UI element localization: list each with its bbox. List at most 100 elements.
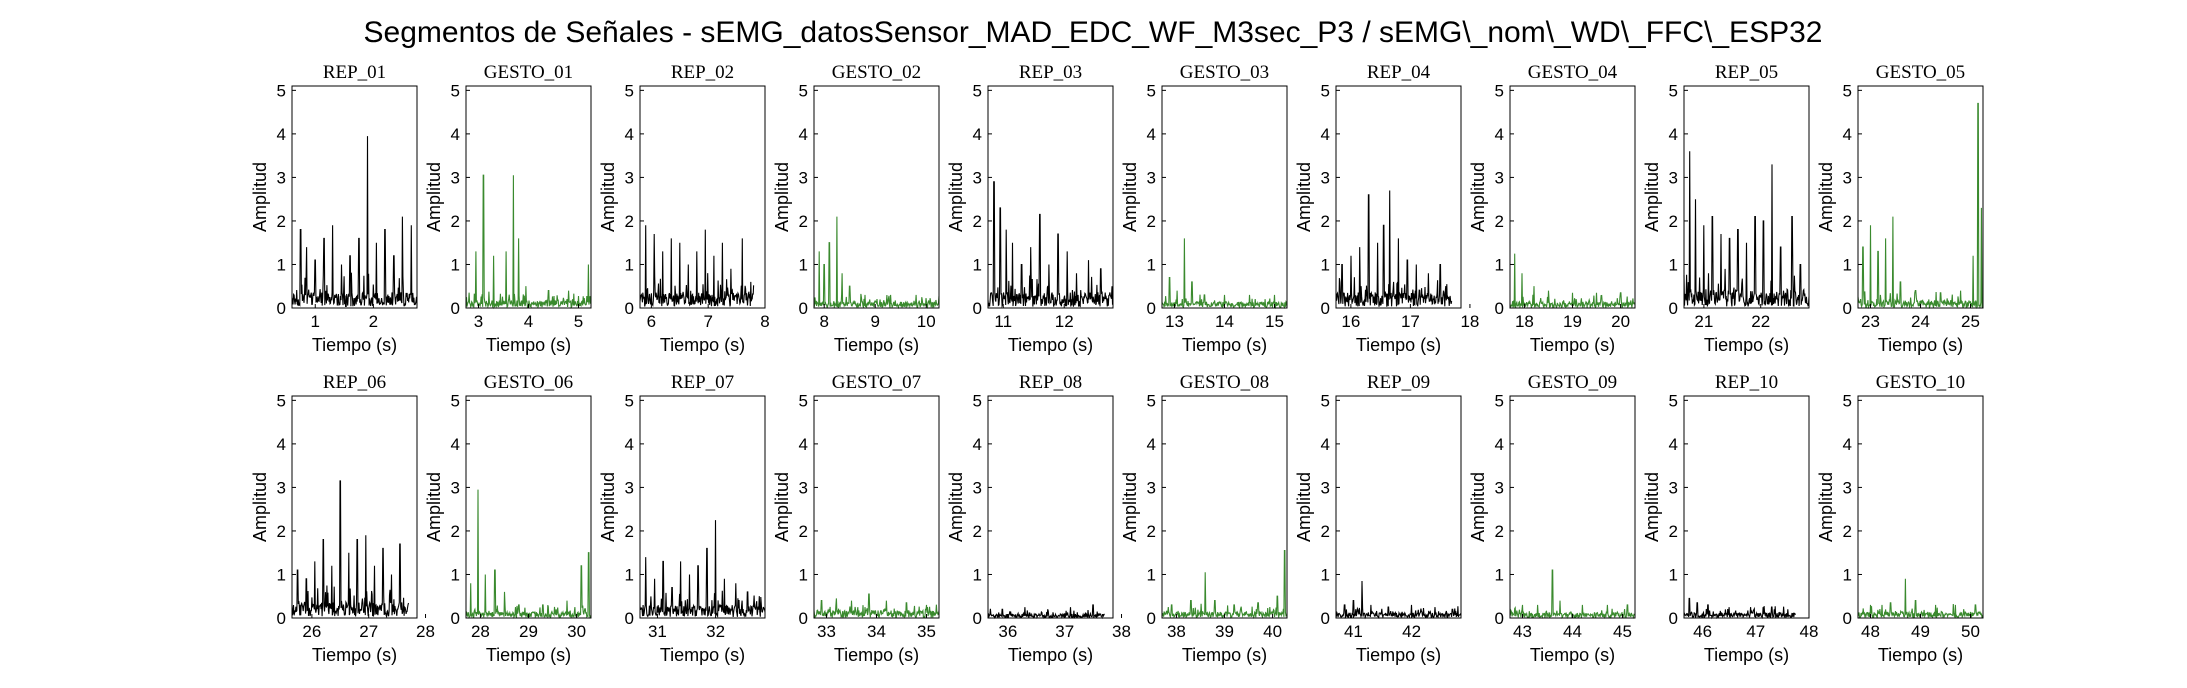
y-tick-label: 4 <box>277 435 286 454</box>
x-axis-label: Tiempo (s) <box>1182 645 1267 665</box>
x-tick-label: 4 <box>524 312 533 331</box>
x-tick-label: 40 <box>1263 622 1282 641</box>
axes-box <box>987 85 1114 309</box>
x-tick-label: 47 <box>1746 622 1765 641</box>
signal-line <box>1509 253 1636 310</box>
y-tick-label: 4 <box>625 125 634 144</box>
y-tick-label: 1 <box>451 255 460 274</box>
y-tick-label: 5 <box>1495 391 1504 410</box>
y-tick-label: 2 <box>1147 522 1156 541</box>
x-tick-label: 14 <box>1215 312 1234 331</box>
y-axis-label: Amplitud <box>1120 472 1140 542</box>
x-tick-label: 28 <box>416 622 435 641</box>
y-tick-label: 4 <box>1321 125 1330 144</box>
panel-rep-09: REP_09 0 1 2 3 4 5 41 42 Tiempo (s) Amplitud <box>1294 372 1462 665</box>
axes-box <box>291 395 418 619</box>
y-tick-label: 0 <box>799 299 808 318</box>
x-axis-label: Tiempo (s) <box>834 645 919 665</box>
y-tick-label: 5 <box>451 81 460 100</box>
x-tick-label: 17 <box>1401 312 1420 331</box>
y-tick-label: 3 <box>1321 478 1330 497</box>
y-tick-label: 5 <box>1321 391 1330 410</box>
panel-rep-06: REP_06 0 1 2 3 4 5 26 27 28 Tiempo (s) Amplitud <box>250 372 435 665</box>
y-axis-label: Amplitud <box>1468 162 1488 232</box>
panel-title: REP_09 <box>1367 372 1430 393</box>
y-tick-label: 3 <box>277 478 286 497</box>
x-tick-label: 10 <box>917 312 936 331</box>
axes-box <box>813 85 940 309</box>
y-tick-label: 1 <box>1147 565 1156 584</box>
panel-title: GESTO_05 <box>1876 62 1965 83</box>
y-tick-label: 3 <box>1495 168 1504 187</box>
x-tick-label: 23 <box>1861 312 1880 331</box>
y-tick-label: 5 <box>277 391 286 410</box>
x-tick-label: 44 <box>1563 622 1582 641</box>
y-tick-label: 1 <box>1843 255 1852 274</box>
x-tick-label: 9 <box>870 312 879 331</box>
x-axis-label: Tiempo (s) <box>1878 645 1963 665</box>
x-tick-label: 5 <box>574 312 583 331</box>
axes-box <box>1683 85 1810 309</box>
y-axis-label: Amplitud <box>424 472 444 542</box>
y-tick-label: 1 <box>1321 255 1330 274</box>
y-tick-label: 3 <box>1147 168 1156 187</box>
y-axis-label: Amplitud <box>1120 162 1140 232</box>
panel-title: REP_02 <box>671 62 734 83</box>
panel-title: REP_10 <box>1715 372 1778 393</box>
y-tick-label: 0 <box>1147 299 1156 318</box>
x-tick-label: 28 <box>471 622 490 641</box>
x-axis-label: Tiempo (s) <box>1878 335 1963 355</box>
y-tick-label: 2 <box>1147 212 1156 231</box>
figure-suptitle: Segmentos de Señales - sEMG_datosSensor_… <box>364 16 1823 49</box>
x-tick-label: 26 <box>302 622 321 641</box>
y-tick-label: 1 <box>451 565 460 584</box>
y-tick-label: 2 <box>625 522 634 541</box>
y-tick-label: 0 <box>625 299 634 318</box>
y-tick-label: 5 <box>799 81 808 100</box>
y-tick-label: 1 <box>277 565 286 584</box>
y-tick-label: 1 <box>799 565 808 584</box>
y-tick-label: 3 <box>973 168 982 187</box>
panel-title: GESTO_09 <box>1528 372 1617 393</box>
panel-title: REP_05 <box>1715 62 1778 83</box>
y-tick-label: 0 <box>451 299 460 318</box>
x-tick-label: 43 <box>1513 622 1532 641</box>
y-tick-label: 0 <box>625 609 634 628</box>
x-tick-label: 41 <box>1344 622 1363 641</box>
y-axis-label: Amplitud <box>946 162 966 232</box>
x-tick-label: 46 <box>1693 622 1712 641</box>
y-tick-label: 2 <box>973 212 982 231</box>
x-tick-label: 3 <box>474 312 483 331</box>
y-tick-label: 5 <box>1843 391 1852 410</box>
panel-title: REP_07 <box>671 372 734 393</box>
y-tick-label: 0 <box>1669 299 1678 318</box>
y-axis-label: Amplitud <box>1816 162 1836 232</box>
panel-rep-02: REP_02 0 1 2 3 4 5 6 7 8 Tiempo (s) Amplitud <box>598 62 770 355</box>
x-tick-label: 25 <box>1961 312 1980 331</box>
y-tick-label: 1 <box>277 255 286 274</box>
signal-line <box>1335 190 1453 307</box>
panel-rep-08: REP_08 0 1 2 3 4 5 36 37 38 Tiempo (s) Amplitud <box>946 372 1131 665</box>
y-tick-label: 1 <box>973 565 982 584</box>
y-tick-label: 5 <box>1669 391 1678 410</box>
y-tick-label: 3 <box>1147 478 1156 497</box>
axes-box <box>291 85 418 309</box>
panel-title: GESTO_03 <box>1180 62 1269 83</box>
y-axis-label: Amplitud <box>1294 162 1314 232</box>
y-tick-label: 2 <box>799 522 808 541</box>
y-tick-label: 2 <box>1321 522 1330 541</box>
x-axis-label: Tiempo (s) <box>1530 335 1615 355</box>
x-tick-label: 8 <box>760 312 769 331</box>
y-axis-label: Amplitud <box>1468 472 1488 542</box>
y-tick-label: 2 <box>1669 522 1678 541</box>
y-axis-label: Amplitud <box>1816 472 1836 542</box>
x-tick-label: 20 <box>1611 312 1630 331</box>
y-tick-label: 4 <box>1321 435 1330 454</box>
y-tick-label: 0 <box>973 609 982 628</box>
panel-gesto-10: GESTO_10 0 1 2 3 4 5 48 49 50 Tiempo (s) Amplitud <box>1816 372 1984 665</box>
